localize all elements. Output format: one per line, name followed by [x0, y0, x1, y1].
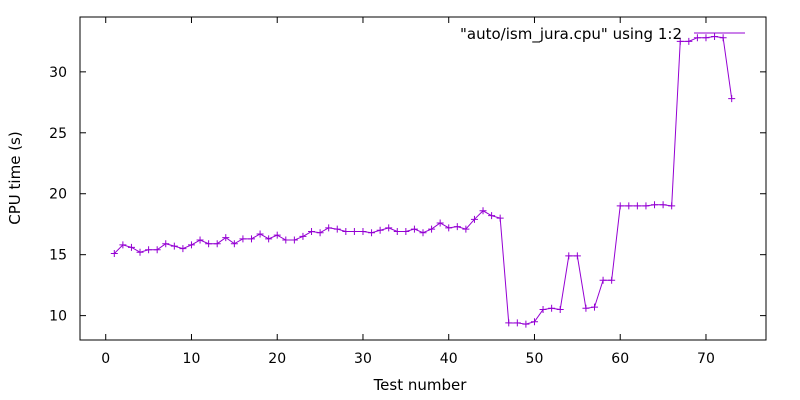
data-point-marker — [136, 248, 144, 256]
data-point-marker — [119, 241, 127, 249]
data-point-marker — [196, 236, 204, 244]
data-point-marker — [170, 242, 178, 250]
data-point-marker — [359, 228, 367, 236]
data-point-marker — [248, 235, 255, 243]
data-point-marker — [565, 252, 573, 260]
x-tick-label: 10 — [183, 351, 201, 367]
data-point-marker — [316, 229, 324, 237]
plot-frame — [79, 16, 767, 341]
data-point-marker — [539, 306, 547, 314]
data-point-marker — [608, 276, 616, 284]
data-point-marker — [402, 228, 410, 236]
data-point-marker — [410, 225, 418, 233]
data-point-marker — [556, 306, 564, 314]
data-point-marker — [676, 37, 684, 45]
data-point-marker — [719, 34, 727, 42]
x-tick-label: 70 — [697, 351, 715, 367]
x-tick-label: 40 — [440, 351, 458, 367]
x-tick-label: 50 — [526, 351, 544, 367]
data-point-marker — [153, 246, 161, 254]
data-point-marker — [230, 240, 238, 248]
data-point-marker — [693, 34, 701, 42]
data-point-marker — [522, 320, 530, 328]
data-point-marker — [728, 95, 736, 103]
x-tick-label: 30 — [354, 351, 372, 367]
data-point-marker — [591, 303, 598, 311]
legend: "auto/ism_jura.cpu" using 1:2 — [460, 25, 745, 44]
data-point-marker — [436, 219, 444, 227]
data-point-marker — [711, 33, 719, 41]
data-point-marker — [642, 202, 650, 210]
data-point-marker — [393, 228, 401, 236]
data-point-marker — [350, 228, 358, 236]
data-point-marker — [633, 202, 641, 210]
data-point-marker — [299, 232, 307, 240]
data-point-marker — [505, 319, 513, 327]
data-point-marker — [325, 224, 333, 232]
data-point-marker — [462, 225, 470, 233]
data-point-marker — [127, 243, 135, 251]
data-point-marker — [308, 228, 316, 236]
x-axis-label: Test number — [373, 376, 468, 394]
data-point-marker — [333, 225, 341, 233]
series-group — [110, 33, 736, 328]
data-point-marker — [530, 318, 538, 326]
data-point-marker — [470, 215, 478, 223]
data-point-marker — [385, 224, 393, 232]
x-tick-label: 20 — [268, 351, 286, 367]
data-point-marker — [445, 224, 453, 232]
data-point-marker — [513, 319, 521, 327]
y-tick-label: 10 — [49, 309, 67, 325]
y-tick-label: 30 — [49, 65, 67, 81]
data-point-marker — [702, 34, 710, 42]
data-point-marker — [145, 246, 153, 254]
x-tick-label: 60 — [611, 351, 629, 367]
data-point-marker — [282, 236, 290, 244]
axis-ticks: 0 10 20 30 40 50 60 70 10 15 20 25 30 — [49, 17, 766, 367]
data-point-marker — [368, 229, 376, 237]
series-line — [113, 35, 733, 325]
data-point-marker — [239, 235, 247, 243]
data-point-marker — [419, 229, 427, 237]
data-point-marker — [428, 225, 436, 233]
data-point-marker — [651, 201, 659, 209]
data-point-marker — [256, 230, 264, 238]
data-point-marker — [376, 226, 384, 234]
y-tick-label: 25 — [49, 126, 67, 142]
y-axis-label: CPU time (s) — [6, 131, 24, 224]
data-point-marker — [342, 228, 350, 236]
data-point-marker — [573, 252, 581, 260]
data-point-marker — [290, 236, 298, 244]
data-point-marker — [685, 37, 693, 45]
data-point-marker — [668, 202, 676, 210]
data-point-marker — [548, 304, 556, 312]
data-point-marker — [479, 207, 487, 215]
data-point-marker — [659, 201, 667, 209]
data-point-marker — [213, 240, 221, 248]
data-point-marker — [273, 231, 281, 239]
data-point-marker — [205, 240, 213, 248]
data-point-marker — [496, 214, 504, 222]
data-point-marker — [179, 245, 187, 253]
data-point-marker — [110, 249, 118, 257]
data-point-marker — [625, 202, 633, 210]
data-point-marker — [582, 304, 590, 312]
legend-label: "auto/ism_jura.cpu" using 1:2 — [460, 25, 682, 44]
data-point-marker — [222, 234, 230, 242]
data-point-marker — [265, 235, 273, 243]
data-point-marker — [616, 202, 624, 210]
y-tick-label: 20 — [49, 187, 67, 203]
data-point-marker — [599, 276, 607, 284]
data-point-marker — [187, 241, 195, 249]
data-point-marker — [162, 240, 170, 248]
data-point-marker — [453, 223, 461, 231]
y-tick-label: 15 — [49, 248, 67, 264]
data-point-marker — [488, 212, 496, 220]
x-tick-label: 0 — [101, 351, 110, 367]
